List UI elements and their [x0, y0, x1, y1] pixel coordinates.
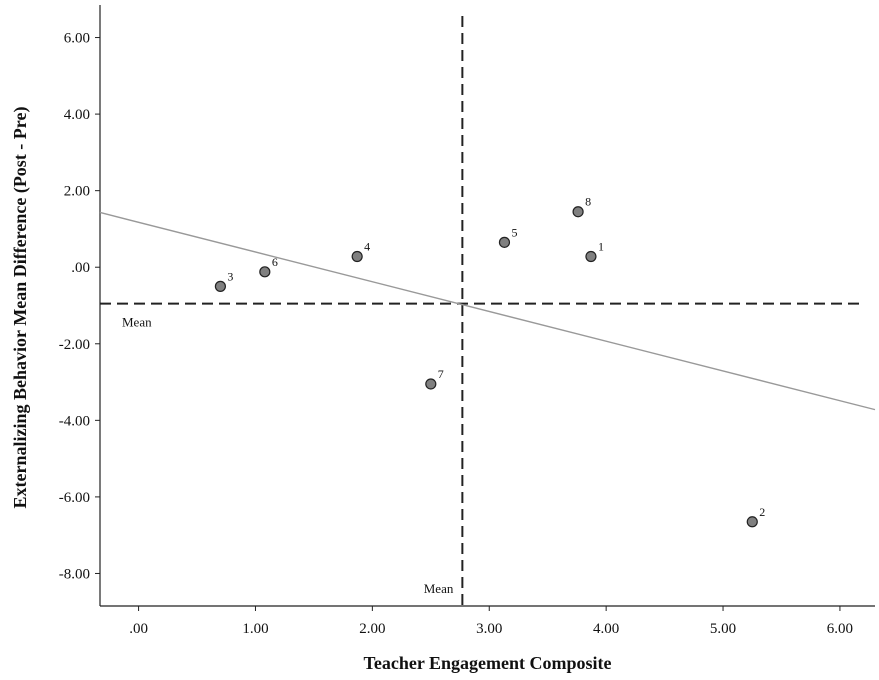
data-point: [425, 378, 437, 390]
x-tick-label: .00: [129, 621, 148, 637]
mean-y-label: Mean: [122, 315, 152, 330]
point-label: 4: [364, 240, 370, 254]
x-tick-label: 4.00: [593, 621, 619, 637]
data-point: [351, 250, 363, 263]
y-tick-label: -6.00: [59, 490, 90, 506]
point-label: 3: [227, 269, 233, 283]
y-tick-label: -2.00: [59, 337, 90, 353]
y-tick-label: 4.00: [64, 107, 90, 123]
fit-line-group: [99, 211, 876, 411]
x-tick-label: 1.00: [242, 621, 268, 637]
reference-lines: Mean Mean: [100, 16, 865, 606]
x-axis-title: Teacher Engagement Composite: [364, 653, 612, 673]
point-label: 7: [438, 367, 444, 381]
point-label: 6: [272, 255, 278, 269]
data-point: [214, 280, 226, 292]
mean-x-label: Mean: [424, 581, 454, 596]
y-tick-label: 6.00: [64, 31, 90, 47]
point-label: 5: [511, 225, 517, 239]
data-points: 1 2 3 4 5 6 7 8: [214, 195, 765, 528]
data-point: [259, 266, 271, 278]
y-tick-label: -8.00: [59, 566, 90, 582]
y-tick-label: 2.00: [64, 184, 90, 200]
y-axis-title: Externalizing Behavior Mean Difference (…: [10, 107, 31, 509]
y-tick-label: -4.00: [59, 413, 90, 429]
data-point: [585, 250, 597, 263]
fit-line: [99, 211, 876, 411]
point-label: 8: [585, 195, 591, 209]
data-point: [572, 206, 584, 218]
x-tick-label: 3.00: [476, 621, 502, 637]
data-point: [498, 236, 511, 248]
y-tick-label: .00: [71, 260, 90, 276]
point-label: 1: [598, 240, 604, 254]
point-label: 2: [759, 505, 765, 519]
x-tick-label: 6.00: [827, 621, 853, 637]
data-point: [746, 516, 758, 528]
axes: .00 1.00 2.00 3.00 4.00 5.00 6.00 6.00 4.00 2.00.…: [59, 5, 875, 637]
x-tick-label: 5.00: [710, 621, 736, 637]
x-tick-label: 2.00: [359, 621, 385, 637]
